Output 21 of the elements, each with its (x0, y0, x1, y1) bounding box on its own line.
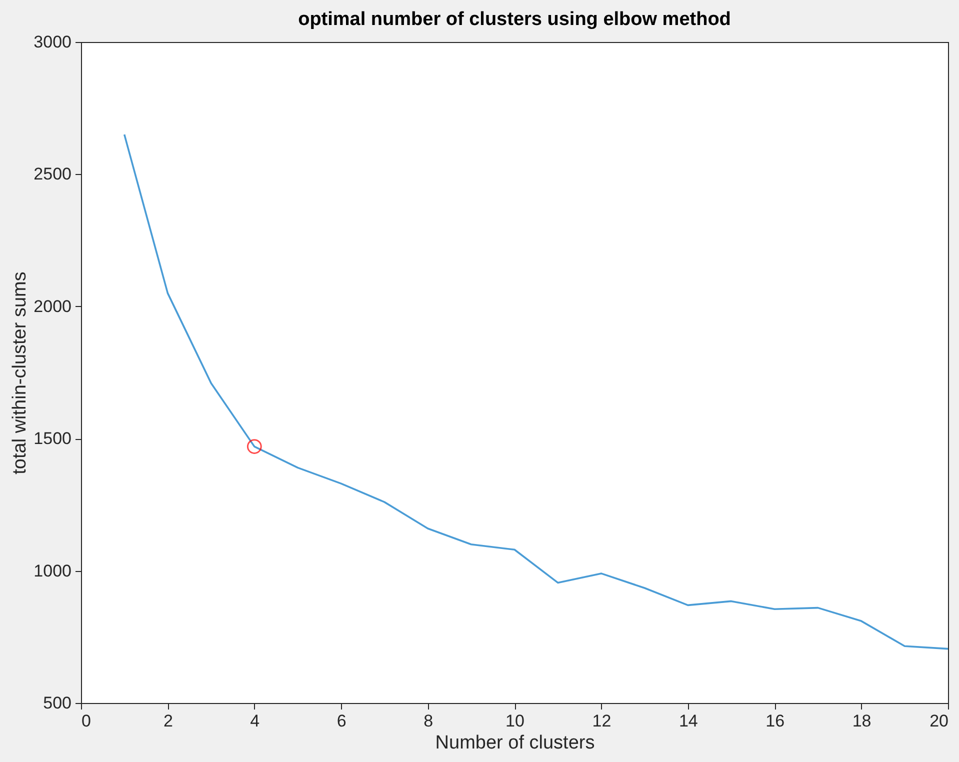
x-tick-label: 14 (678, 712, 698, 730)
y-tick-label: 2000 (34, 296, 72, 316)
x-tick-label: 4 (250, 712, 260, 730)
x-tick-label: 2 (163, 712, 173, 730)
y-tick-label: 1500 (34, 429, 72, 448)
x-tick-label: 20 (930, 712, 948, 730)
x-tick-label: 10 (506, 712, 524, 730)
y-tick-label: 2500 (34, 164, 72, 184)
x-tick-label: 18 (852, 712, 872, 730)
x-tick-label: 12 (592, 712, 612, 730)
x-tick-label: 0 (82, 712, 91, 730)
chart-title: optimal number of clusters using elbow method (298, 9, 731, 30)
line-series (123, 134, 949, 650)
x-axis-title: Number of clusters (435, 732, 595, 754)
y-tick-label: 500 (43, 694, 72, 712)
x-tick-label: 16 (766, 712, 785, 730)
y-tick-label: 3000 (34, 32, 72, 52)
y-axis-title: total within-cluster sums (10, 272, 31, 474)
x-tick-label: 8 (424, 712, 434, 730)
y-tick-label: 1000 (34, 561, 72, 580)
x-tick-label: 6 (336, 712, 346, 730)
